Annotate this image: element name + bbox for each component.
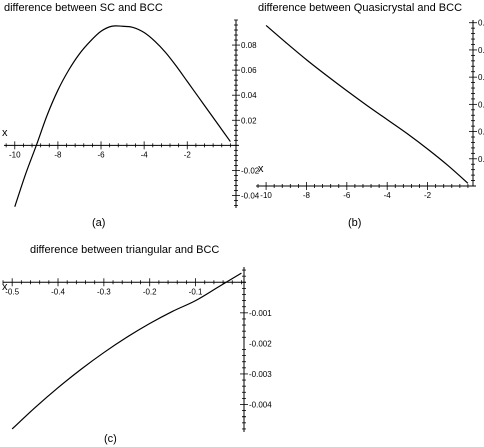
x-axis-label: x: [2, 127, 8, 139]
x-tick-label: -8: [54, 150, 62, 159]
x-tick-label: -10: [260, 191, 272, 200]
chart-title: difference between triangular and BCC: [30, 244, 219, 256]
x-tick-label: -0.5: [5, 287, 19, 296]
x-tick-label: -2: [184, 150, 192, 159]
y-tick-label: -0.004: [249, 401, 272, 410]
y-tick-label: 0.15: [478, 100, 484, 109]
x-axis-label: x: [2, 281, 8, 293]
y-tick-label: -0.003: [249, 370, 272, 379]
series-line: [265, 24, 469, 184]
x-axis-label: x: [258, 163, 264, 175]
y-tick-label: -0.002: [249, 339, 272, 348]
chart-panel-a: difference between SC and BCC -10 -8 -6 -4 -2…: [2, 2, 260, 229]
chart-panel-b: difference between Quasicrystal and BCC -…: [256, 2, 484, 229]
x-tick-label: -2: [424, 191, 432, 200]
series-line: [11, 272, 242, 430]
x-tick-label: -8: [303, 191, 311, 200]
panel-caption: (c): [104, 433, 117, 445]
chart-title: difference between Quasicrystal and BCC: [258, 2, 462, 14]
chart-title: difference between SC and BCC: [4, 2, 163, 14]
x-tick-label: -6: [343, 191, 351, 200]
x-tick-label: -0.2: [143, 287, 157, 296]
x-tick-label: -10: [9, 150, 21, 159]
x-tick-label: -6: [97, 150, 105, 159]
x-tick-label: -4: [141, 150, 149, 159]
y-tick-label: 0.3: [478, 19, 484, 28]
x-tick-label: -4: [384, 191, 392, 200]
chart-panel-c: difference between triangular and BCC -0.…: [2, 244, 272, 445]
y-tick-label: 0.1: [478, 128, 484, 137]
y-tick-label: -0.001: [249, 309, 272, 318]
y-tick-label: -0.02: [241, 166, 260, 175]
y-tick-label: 0.05: [478, 155, 484, 164]
y-tick-label: 0.2: [478, 73, 484, 82]
x-tick-label: -0.4: [51, 287, 65, 296]
y-tick-label: 0.08: [241, 41, 257, 50]
x-tick-label: -0.3: [97, 287, 111, 296]
y-tick-label: -0.04: [241, 191, 260, 200]
series-line: [14, 25, 231, 207]
panel-caption: (b): [348, 217, 361, 229]
y-tick-label: 0.06: [241, 66, 257, 75]
x-tick-label: -0.1: [189, 287, 203, 296]
y-tick-label: 0.04: [241, 91, 257, 100]
panel-caption: (a): [92, 217, 105, 229]
y-tick-label: 0.02: [241, 116, 257, 125]
y-tick-label: 0.25: [478, 46, 484, 55]
